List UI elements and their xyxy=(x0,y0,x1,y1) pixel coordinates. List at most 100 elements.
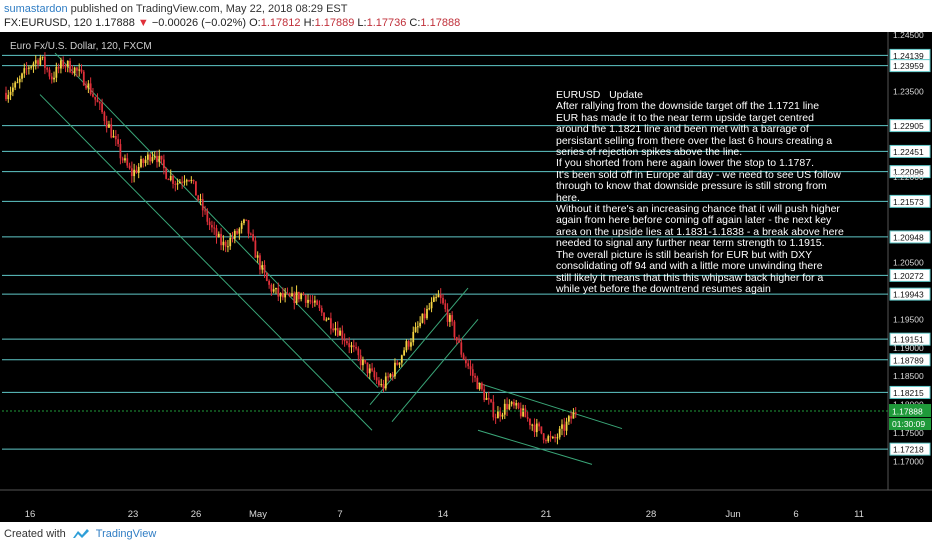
candle-down xyxy=(254,240,257,258)
candle-up xyxy=(432,297,435,302)
candle-down xyxy=(62,60,65,67)
candle-down xyxy=(224,241,227,247)
candle-down xyxy=(268,280,271,285)
candle-up xyxy=(144,159,147,163)
x-tick-label: 28 xyxy=(646,509,657,520)
candle-up xyxy=(435,297,438,299)
level-price-box xyxy=(889,165,931,179)
down-channel-lower-line xyxy=(477,429,593,465)
candle-up xyxy=(350,345,353,348)
candle-down xyxy=(549,436,552,438)
tradingview-logo-icon xyxy=(72,529,89,538)
candle-up xyxy=(567,416,570,422)
ohlc-header: FX:EURUSD, 120 1.17888 ▼ −0.00026 (−0.02… xyxy=(4,17,460,29)
candle-up xyxy=(410,342,412,347)
candle-down xyxy=(513,401,515,406)
candle-down xyxy=(451,315,454,322)
candle-up xyxy=(243,219,245,224)
candle-up xyxy=(279,293,282,297)
author-link[interactable]: sumastardon xyxy=(4,3,68,15)
candle-down xyxy=(195,181,197,196)
high-label: H: xyxy=(303,17,315,29)
candle-up xyxy=(133,169,136,177)
y-tick-label: 1.24500 xyxy=(893,32,924,40)
candle-down xyxy=(128,165,131,169)
candle-down xyxy=(336,328,339,336)
candle-up xyxy=(275,288,277,290)
x-tick-label: Jun xyxy=(725,509,740,520)
analysis-notes: EURUSD Update After rallying from the do… xyxy=(556,89,844,295)
candle-down xyxy=(439,294,442,298)
candle-up xyxy=(60,60,62,69)
candle-down xyxy=(506,403,508,410)
candle-up xyxy=(108,124,110,128)
level-price-box xyxy=(889,332,931,346)
candle-up xyxy=(426,309,428,319)
candle-down xyxy=(245,219,248,221)
candle-down xyxy=(204,210,206,212)
candle-down xyxy=(469,366,472,370)
candle-down xyxy=(130,168,133,177)
candle-down xyxy=(101,103,103,113)
candle-up xyxy=(272,289,275,292)
level-price-box xyxy=(889,230,931,244)
candle-down xyxy=(82,71,85,86)
candle-down xyxy=(455,337,458,341)
candle-up xyxy=(368,368,371,374)
candle-up xyxy=(23,68,26,74)
level-price-label: 1.17218 xyxy=(893,445,924,455)
candle-down xyxy=(304,295,307,303)
candle-down xyxy=(25,68,28,70)
candle-up xyxy=(501,414,504,417)
candle-up xyxy=(217,233,220,238)
tradingview-brand[interactable]: TradingView xyxy=(95,528,157,540)
candle-down xyxy=(545,439,547,442)
candle-up xyxy=(503,403,506,415)
candle-up xyxy=(238,228,241,234)
candle-down xyxy=(446,309,449,322)
candle-up xyxy=(18,78,21,83)
candle-down xyxy=(149,154,152,162)
level-price-box xyxy=(889,194,931,208)
candle-up xyxy=(66,60,69,67)
candle-up xyxy=(384,376,387,389)
candle-down xyxy=(348,343,351,348)
candle-down xyxy=(343,339,346,342)
candle-down xyxy=(346,341,348,344)
level-price-box xyxy=(889,353,931,367)
x-tick-label: 26 xyxy=(191,509,202,520)
candle-down xyxy=(529,418,531,426)
level-price-label: 1.18789 xyxy=(893,355,924,365)
x-tick-label: May xyxy=(249,509,267,520)
candle-up xyxy=(256,255,259,258)
candle-down xyxy=(481,383,483,390)
candle-down xyxy=(211,225,213,228)
level-price-label: 1.22451 xyxy=(893,147,924,157)
candle-down xyxy=(259,255,261,270)
candle-down xyxy=(270,284,273,292)
y-tick-label: 1.17500 xyxy=(893,428,924,438)
candle-up xyxy=(73,67,76,74)
candle-down xyxy=(85,85,87,89)
countdown-box xyxy=(889,418,931,431)
candle-down xyxy=(483,389,486,400)
candle-up xyxy=(535,423,538,433)
candle-down xyxy=(188,180,190,182)
candle-down xyxy=(165,168,168,179)
candle-up xyxy=(140,159,142,167)
candle-up xyxy=(176,183,179,185)
candle-down xyxy=(499,411,502,417)
candle-down xyxy=(387,376,389,378)
candle-down xyxy=(444,303,447,310)
candle-up xyxy=(325,319,328,321)
candle-down xyxy=(57,67,60,69)
x-tick-label: 23 xyxy=(128,509,139,520)
candle-down xyxy=(197,195,200,200)
publish-header: sumastardon published on TradingView.com… xyxy=(4,3,347,15)
down-channel-upper-line xyxy=(477,382,623,430)
candle-up xyxy=(261,264,264,270)
candle-up xyxy=(178,181,181,184)
x-tick-label: 11 xyxy=(854,509,864,520)
candle-up xyxy=(21,73,23,79)
